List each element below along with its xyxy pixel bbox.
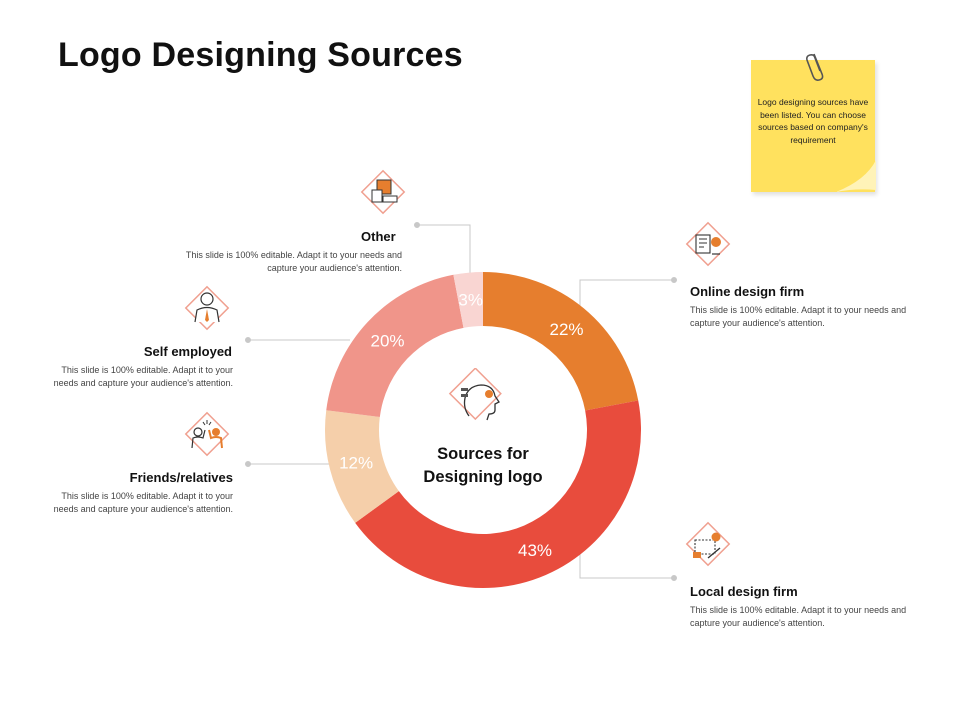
high-five-icon: [184, 411, 230, 457]
sticky-note-text: Logo designing sources have been listed.…: [757, 97, 869, 145]
businessman-icon: [184, 285, 230, 331]
donut-slice-0: [483, 272, 639, 411]
source-title-online: Online design firm: [690, 284, 805, 299]
paperclip-icon: [806, 53, 824, 81]
source-desc-friends: This slide is 100% editable. Adapt it to…: [53, 491, 233, 514]
center-label: Sources for Designing logo: [423, 445, 543, 486]
source-title-self-employed: Self employed: [143, 344, 232, 359]
source-desc-local: This slide is 100% editable. Adapt it to…: [690, 605, 907, 628]
creative-mind-icon: [448, 368, 502, 421]
page-title: Logo Designing Sources: [58, 36, 463, 74]
donut-slice-label-3: 20%: [370, 331, 404, 350]
blueprint-icon: [685, 521, 731, 567]
donut-slice-3: [326, 274, 464, 417]
donut-slice-2: [325, 410, 399, 523]
donut-slice-label-4: 3%: [458, 291, 483, 310]
donut-slice-label-0: 22%: [549, 320, 583, 339]
connector-other: [417, 224, 471, 275]
sticky-note: [751, 60, 875, 192]
donut-slice-1: [355, 400, 641, 588]
connector-dot-other: [414, 222, 420, 228]
source-desc-self-employed: This slide is 100% editable. Adapt it to…: [53, 365, 233, 388]
design-tools-icon: [685, 221, 731, 267]
source-title-other: Other: [361, 229, 396, 244]
note-curl: [836, 160, 876, 192]
source-title-friends: Friends/relatives: [129, 470, 233, 485]
source-title-local: Local design firm: [690, 584, 798, 599]
source-desc-other: This slide is 100% editable. Adapt it to…: [185, 250, 402, 273]
building-blocks-icon: [360, 169, 406, 215]
connector-dot-self: [245, 337, 251, 343]
donut-slice-label-1: 43%: [518, 541, 552, 560]
connector-dot-local: [671, 575, 677, 581]
connector-dot-online: [671, 277, 677, 283]
source-desc-online: This slide is 100% editable. Adapt it to…: [690, 305, 907, 328]
donut-slice-label-2: 12%: [339, 454, 373, 473]
connector-dot-friends: [245, 461, 251, 467]
donut-slice-4: [453, 272, 483, 328]
connector-local: [579, 540, 674, 579]
